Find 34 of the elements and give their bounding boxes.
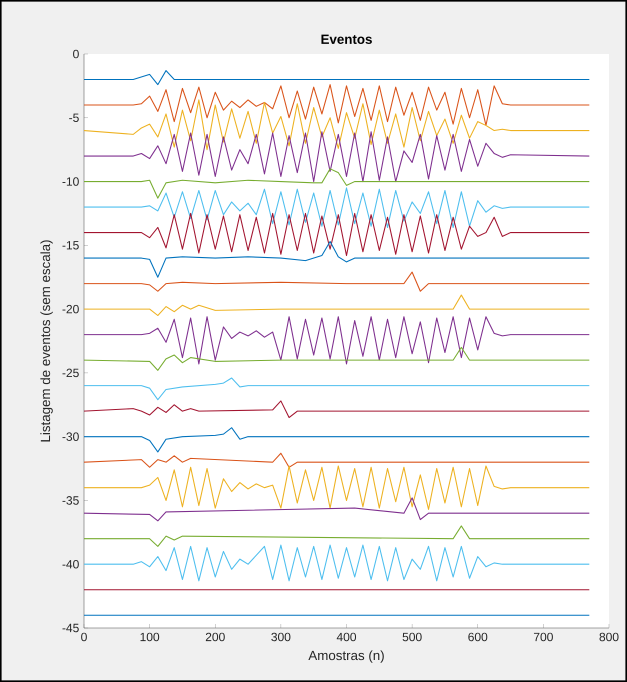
line-series — [83, 84, 590, 126]
x-tick-label: 300 — [271, 632, 290, 642]
line-series — [83, 294, 590, 316]
line-series — [83, 131, 590, 182]
y-tick-label: -45 — [62, 624, 79, 632]
line-series — [83, 427, 590, 453]
line-series — [83, 525, 590, 547]
y-tick-label: 0 — [73, 50, 79, 58]
line-series — [83, 400, 590, 418]
line-series — [83, 99, 590, 150]
x-tick-label: 600 — [468, 632, 488, 642]
y-tick-label: -10 — [62, 177, 79, 186]
y-tick-label: -15 — [62, 241, 79, 250]
x-tick-label: 200 — [206, 632, 225, 642]
y-tick-label: -20 — [62, 304, 79, 314]
line-series — [83, 452, 590, 468]
x-tick-label: 400 — [336, 632, 356, 642]
line-series — [83, 497, 590, 522]
x-tick-label: 500 — [402, 632, 422, 642]
x-tick-label: 100 — [140, 632, 160, 642]
y-tick-label: -40 — [62, 560, 79, 568]
y-tick-label: -5 — [69, 114, 79, 122]
y-tick-label: -35 — [62, 496, 79, 505]
x-tick-label: 0 — [81, 632, 87, 642]
y-tick-label: -25 — [62, 368, 79, 378]
x-tick-label: 700 — [534, 632, 553, 642]
line-series — [83, 272, 590, 292]
chart-title: Eventos — [321, 34, 372, 44]
line-series — [83, 168, 590, 199]
line-series — [83, 377, 590, 400]
y-axis-title: Listagem de eventos (sem escala) — [40, 240, 53, 442]
x-tick-label: 800 — [600, 632, 619, 642]
x-axis-title: Amostras (n) — [308, 650, 384, 663]
y-tick-label: -30 — [62, 432, 79, 441]
